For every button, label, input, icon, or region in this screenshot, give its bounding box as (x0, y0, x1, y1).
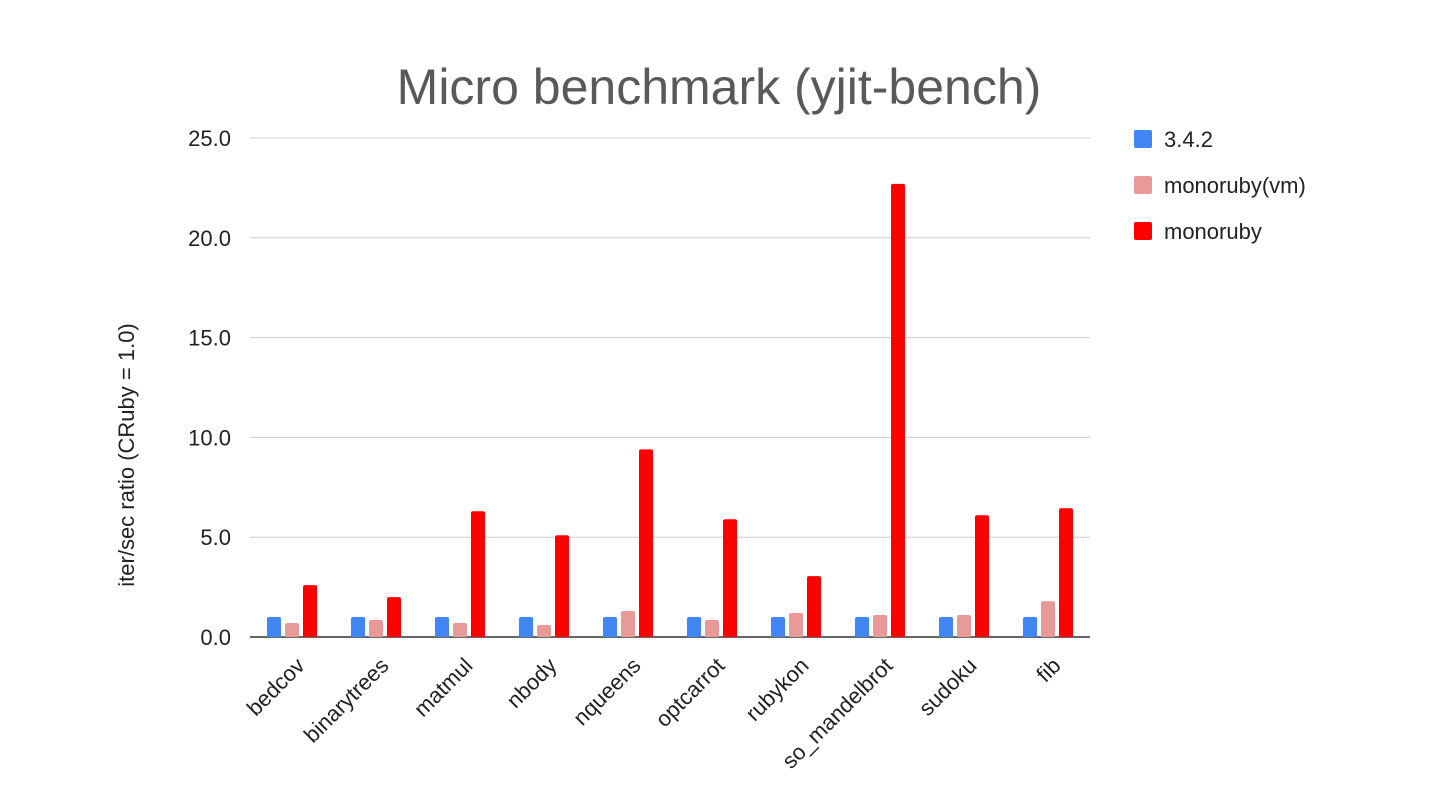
bar-binarytrees-3.4.2 (351, 617, 365, 637)
bar-nqueens-monoruby (639, 449, 653, 637)
x-tick-label: matmul (409, 653, 478, 722)
bar-nqueens-3.4.2 (603, 617, 617, 637)
bar-sudoku-monoruby (975, 515, 989, 637)
bar-rubykon-monoruby(vm) (789, 613, 803, 637)
bar-so_mandelbrot-monoruby (891, 183, 905, 637)
bar-so_mandelbrot-3.4.2 (855, 617, 869, 637)
bar-sudoku-monoruby(vm) (957, 615, 971, 637)
legend-label: 3.4.2 (1164, 127, 1213, 152)
y-axis-ticks: 0.0 5.0 10.0 15.0 20.0 25.0 (188, 126, 231, 650)
bar-matmul-monoruby(vm) (453, 623, 467, 637)
legend-label: monoruby (1164, 219, 1262, 244)
y-tick-label: 25.0 (188, 126, 231, 151)
bar-fib-monoruby (1059, 508, 1073, 637)
bar-so_mandelbrot-monoruby(vm) (873, 615, 887, 637)
legend-swatch (1134, 222, 1152, 240)
x-tick-label: rubykon (741, 653, 814, 726)
y-tick-label: 0.0 (200, 625, 231, 650)
bar-bedcov-monoruby (303, 585, 317, 637)
bar-rubykon-3.4.2 (771, 617, 785, 637)
bar-nbody-monoruby(vm) (537, 625, 551, 637)
bar-sudoku-3.4.2 (939, 617, 953, 637)
bar-rubykon-monoruby (807, 576, 821, 637)
x-tick-label: fib (1031, 653, 1065, 687)
grid (250, 137, 1090, 638)
bar-optcarrot-monoruby (723, 519, 737, 637)
x-tick-label: sudoku (914, 653, 982, 721)
bar-nbody-monoruby (555, 535, 569, 637)
legend-swatch (1134, 176, 1152, 194)
y-axis-label: iter/sec ratio (CRuby = 1.0) (114, 323, 139, 586)
legend-swatch (1134, 130, 1152, 148)
bars (267, 183, 1073, 637)
y-tick-label: 5.0 (200, 525, 231, 550)
y-tick-label: 20.0 (188, 226, 231, 251)
bar-binarytrees-monoruby (387, 597, 401, 637)
x-tick-label: optcarrot (650, 653, 729, 732)
bar-nbody-3.4.2 (519, 617, 533, 637)
bar-bedcov-3.4.2 (267, 617, 281, 637)
chart-title: Micro benchmark (yjit-bench) (397, 59, 1042, 115)
bar-matmul-3.4.2 (435, 617, 449, 637)
bar-fib-3.4.2 (1023, 617, 1037, 637)
legend-label: monoruby(vm) (1164, 173, 1306, 198)
x-tick-label: nqueens (568, 653, 645, 730)
x-tick-label: binarytrees (299, 653, 394, 748)
bar-optcarrot-monoruby(vm) (705, 620, 719, 637)
bar-optcarrot-3.4.2 (687, 617, 701, 637)
y-tick-label: 15.0 (188, 326, 231, 351)
bar-bedcov-monoruby(vm) (285, 623, 299, 637)
y-tick-label: 10.0 (188, 425, 231, 450)
bar-fib-monoruby(vm) (1041, 601, 1055, 637)
legend: 3.4.2 monoruby(vm) monoruby (1134, 127, 1306, 244)
x-tick-label: nbody (501, 653, 561, 713)
bar-nqueens-monoruby(vm) (621, 611, 635, 637)
bar-binarytrees-monoruby(vm) (369, 620, 383, 637)
bar-matmul-monoruby (471, 511, 485, 637)
x-tick-label: bedcov (242, 653, 310, 721)
